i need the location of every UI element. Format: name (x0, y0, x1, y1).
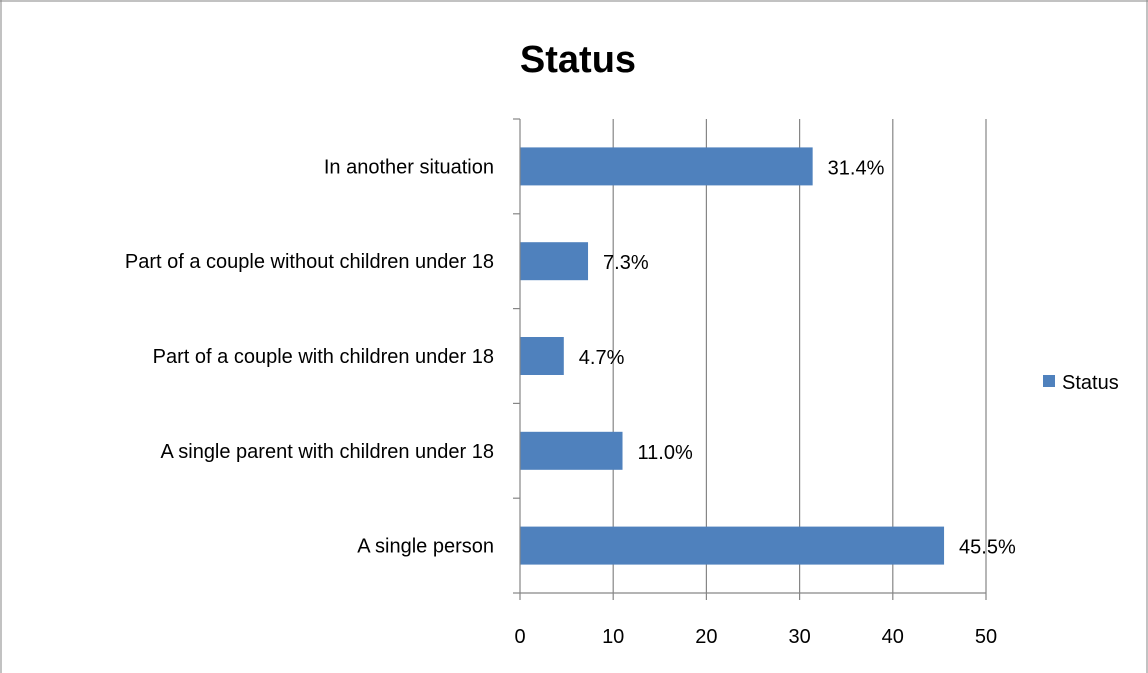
data-label: 31.4% (828, 157, 885, 179)
bar (520, 337, 564, 375)
legend-label: Status (1062, 372, 1119, 394)
category-label: A single person (357, 536, 494, 558)
category-label: Part of a couple with children under 18 (153, 346, 494, 368)
category-label: A single parent with children under 18 (160, 441, 494, 463)
labels-layer: 0 10 20 30 40 50 A single person 45.5% A single … (125, 156, 1016, 648)
x-tick-label: 50 (975, 626, 997, 648)
x-tick-label: 0 (514, 626, 525, 648)
grid-layer (612, 119, 987, 593)
x-tick-label: 30 (788, 626, 810, 648)
bar (520, 147, 813, 186)
data-label: 4.7% (579, 347, 625, 369)
legend-swatch (1043, 375, 1055, 387)
x-tick-label: 40 (882, 626, 904, 648)
bars-layer (520, 147, 945, 565)
category-label: Part of a couple without children under … (125, 251, 494, 273)
category-label: In another situation (324, 156, 494, 178)
bar (520, 242, 589, 281)
bar (520, 431, 623, 470)
data-label: 45.5% (959, 537, 1016, 559)
x-tick-label: 10 (602, 626, 624, 648)
data-label: 11.0% (638, 442, 693, 464)
legend: Status (1043, 372, 1119, 394)
chart-title: Status (520, 39, 636, 81)
data-label: 7.3% (603, 252, 649, 274)
x-tick-label: 20 (695, 626, 717, 648)
axes-layer (513, 118, 987, 600)
bar (520, 526, 945, 565)
